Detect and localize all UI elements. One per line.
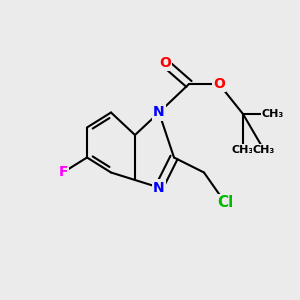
Text: CH₃: CH₃ xyxy=(253,145,275,155)
Text: O: O xyxy=(213,77,225,91)
Text: O: O xyxy=(159,56,171,70)
Text: Cl: Cl xyxy=(217,195,233,210)
Text: N: N xyxy=(153,181,165,194)
Text: CH₃: CH₃ xyxy=(262,109,284,119)
Text: F: F xyxy=(58,166,68,179)
Text: CH₃: CH₃ xyxy=(232,145,254,155)
Text: N: N xyxy=(153,106,165,119)
